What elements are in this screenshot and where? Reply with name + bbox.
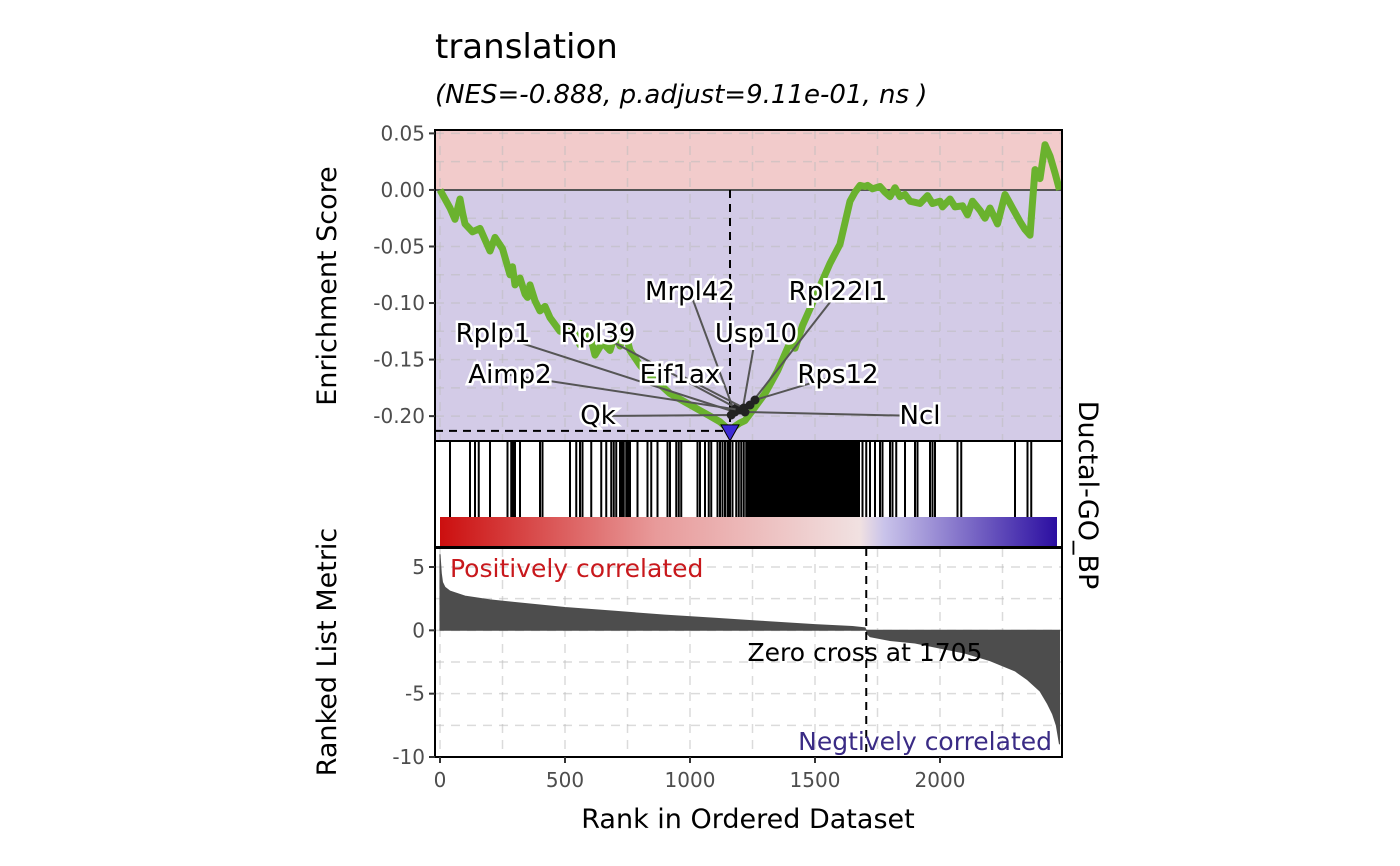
gene-label-ncl: Ncl: [900, 401, 941, 431]
gene-label-rpl22l1: Rpl22l1: [789, 277, 888, 307]
gene-leader-line: [754, 374, 839, 401]
enrichment-score-line: [436, 141, 1062, 435]
gene-leader-line: [679, 374, 745, 409]
facet-strip-label: Ductal-GO_BP: [1072, 401, 1103, 590]
x-axis-title: Rank in Ordered Dataset: [581, 804, 914, 835]
rank-color-bar: [440, 517, 1057, 547]
x-tick-label: 500: [546, 768, 584, 792]
x-tick-label: 2000: [915, 768, 966, 792]
ranked-panel-border: [434, 547, 1063, 758]
x-tick-label: 0: [434, 768, 447, 792]
negative-correlated-label: Negtively correlated: [798, 727, 1052, 756]
chart-title: translation: [435, 27, 618, 67]
ranked-y-tick-label: -5: [405, 682, 425, 706]
gene-label-rps12: Rps12: [797, 360, 878, 390]
ranked-y-tick-label: -10: [392, 745, 425, 769]
positive-correlated-label: Positively correlated: [450, 554, 703, 583]
ranked-panel: 5 0 -5 -10 Positively correlated Negtively …: [392, 547, 1063, 769]
chart-subtitle: (NES=-0.888, p.adjust=9.11e-01, ns ): [435, 80, 927, 110]
es-y-tick-label: -0.15: [373, 348, 425, 372]
ranked-y-tick-label: 5: [412, 555, 425, 579]
peak-marker: [720, 424, 740, 441]
gene-leader-line: [597, 333, 737, 409]
gene-label-mrpl42: Mrpl42: [645, 277, 735, 307]
gene-label-usp10: Usp10: [715, 319, 797, 349]
es-y-tick-label: 0.00: [380, 178, 425, 202]
gene-point: [750, 395, 760, 405]
ranked-metric-area: [439, 554, 1060, 745]
gene-leader-line: [744, 411, 921, 417]
gene-label-qk: Qk: [580, 401, 616, 431]
y-axis-title-ranked: Ranked List Metric: [312, 528, 343, 777]
gene-leader-line: [597, 414, 732, 417]
gene-point: [726, 410, 736, 420]
gene-label-rpl39: Rpl39: [561, 319, 636, 349]
gene-label-rplp1: Rplp1: [456, 319, 531, 349]
gene-label-aimp2: Aimp2: [468, 360, 551, 390]
gene-leader-line: [741, 333, 757, 411]
x-tick-label: 1000: [665, 768, 716, 792]
gene-leader-line: [509, 374, 741, 411]
gene-leader-line: [689, 291, 735, 411]
enrichment-panel: Rplp1 Rpl39 Mrpl42 Rpl22l1 Usp10 Aimp2 Eif1ax R…: [373, 121, 1063, 442]
hits-panel: [434, 440, 1063, 548]
es-y-tick-label: 0.05: [380, 121, 425, 145]
gene-point: [740, 407, 750, 417]
gene-label-eif1ax: Eif1ax: [640, 360, 721, 390]
es-y-tick-label: -0.10: [373, 291, 425, 315]
gene-leader-line: [492, 333, 736, 413]
gene-leader-line: [749, 291, 839, 406]
es-y-tick-label: -0.05: [373, 234, 425, 258]
es-y-tick-label: -0.20: [373, 404, 425, 428]
x-tick-label: 1500: [790, 768, 841, 792]
negative-es-band: [435, 189, 1062, 441]
ranked-y-tick-label: 0: [412, 618, 425, 642]
zero-cross-label: Zero cross at 1705: [748, 638, 983, 667]
positive-es-band: [435, 130, 1062, 190]
y-axis-title-enrichment: Enrichment Score: [312, 166, 343, 406]
